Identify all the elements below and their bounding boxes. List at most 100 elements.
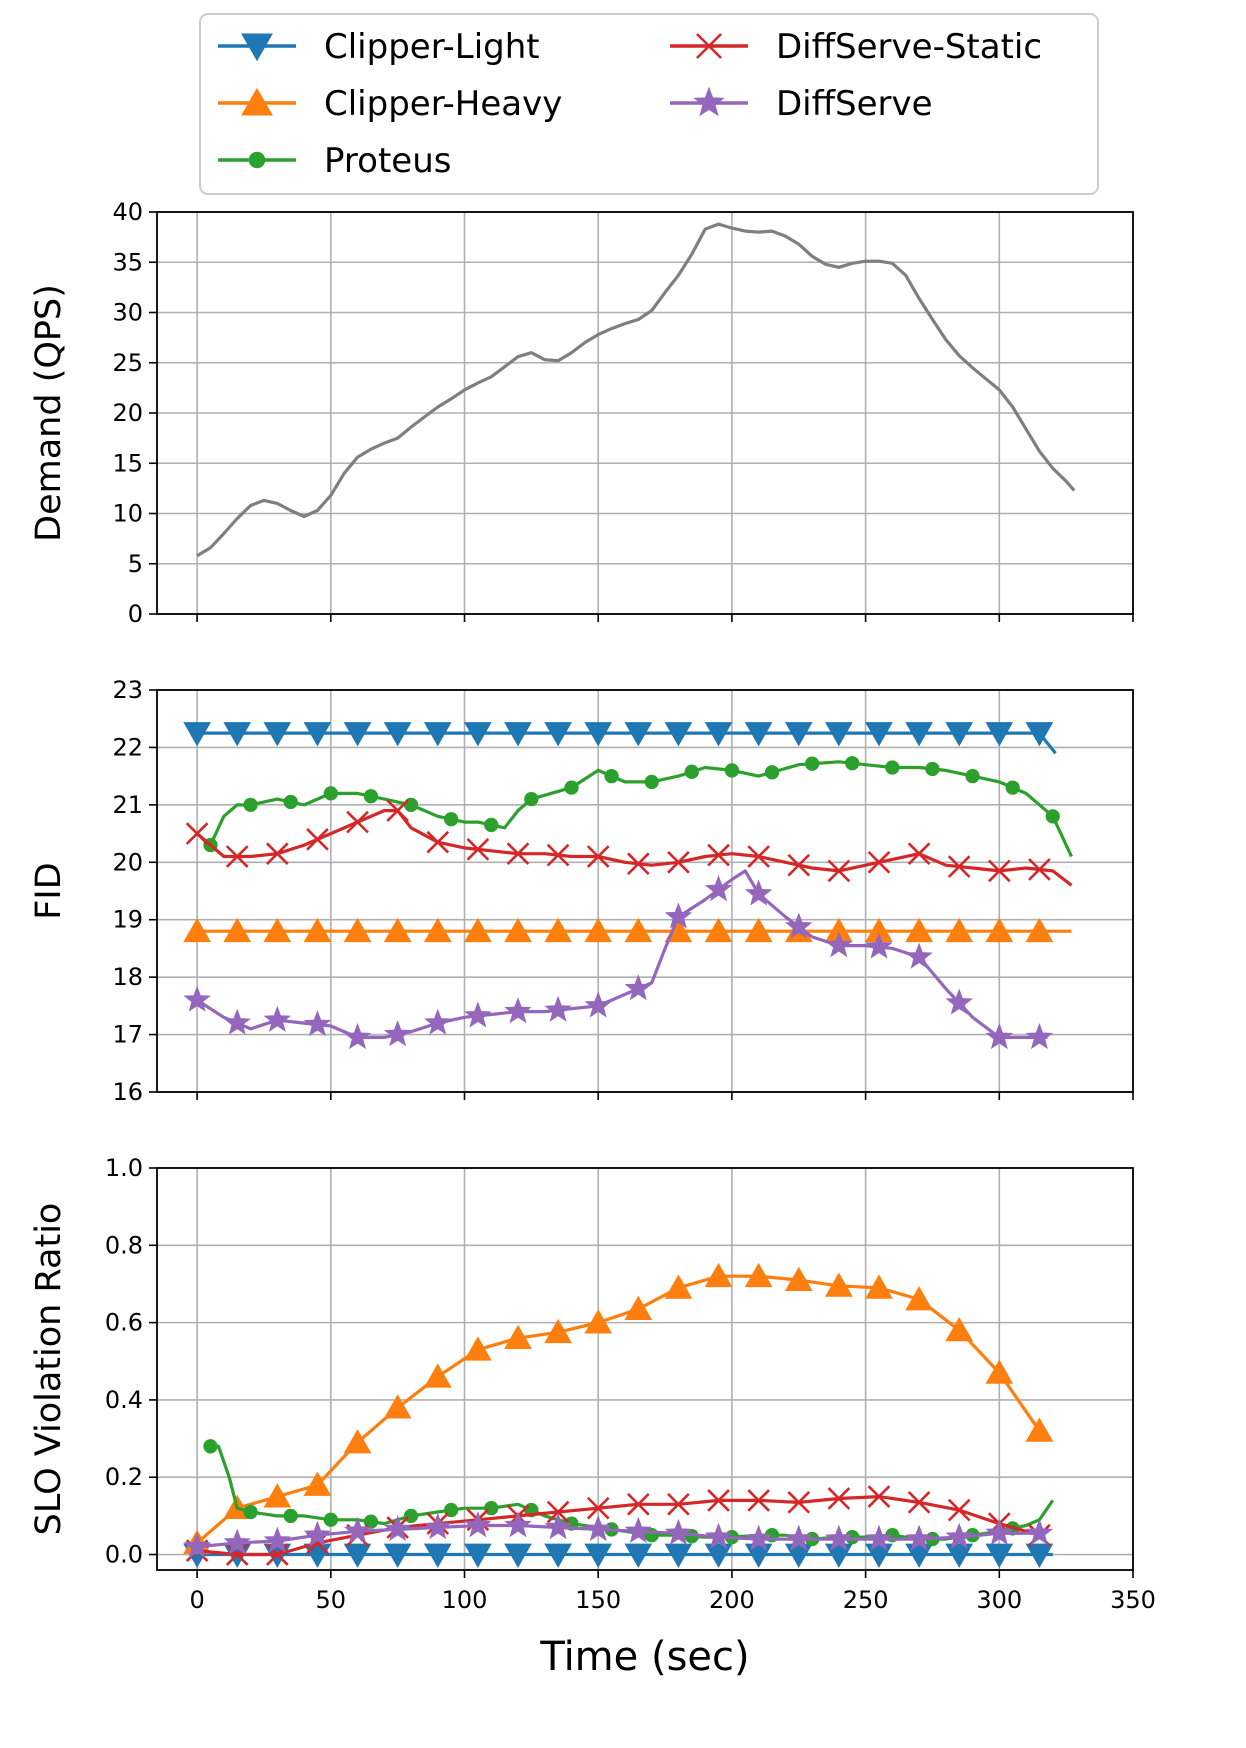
data-point-clipper-heavy — [1025, 1417, 1054, 1442]
series-line-proteus — [210, 1444, 1055, 1541]
data-point-diffserve — [664, 1518, 693, 1545]
data-point-clipper-heavy — [464, 1336, 492, 1361]
data-point-diffserve — [785, 912, 813, 939]
legend-marker — [696, 33, 722, 59]
data-point-clipper-heavy — [383, 917, 412, 943]
data-point-diffserve — [424, 1513, 452, 1540]
data-point-diffserve-static — [626, 1492, 650, 1516]
y-tick-label: 0.6 — [105, 1309, 143, 1337]
data-point-clipper-light — [624, 1543, 653, 1568]
data-point-diffserve-static — [346, 810, 369, 834]
series-group — [196, 222, 1076, 558]
data-point-clipper-light — [343, 722, 372, 747]
data-point-diffserve — [825, 1524, 853, 1551]
series-line-proteus — [209, 760, 1073, 858]
data-point-clipper-heavy — [544, 1318, 572, 1344]
series-clipper-heavy — [183, 1262, 1054, 1554]
y-axis-label: SLO Violation Ratio — [29, 1203, 69, 1536]
y-tick-label: 30 — [112, 299, 143, 327]
legend-frame — [199, 13, 1099, 195]
data-point-clipper-heavy — [584, 1309, 613, 1334]
data-point-clipper-light — [423, 722, 452, 747]
data-point-diffserve-static — [586, 845, 610, 868]
data-point-diffserve — [303, 1010, 332, 1037]
y-axis-label: Demand (QPS) — [29, 284, 69, 542]
data-point-clipper-light — [544, 1543, 572, 1568]
data-point-proteus — [323, 1512, 338, 1527]
data-point-clipper-light — [865, 722, 893, 747]
data-point-clipper-heavy — [343, 1429, 372, 1454]
data-point-diffserve — [985, 1023, 1014, 1050]
y-tick-label: 15 — [112, 449, 143, 477]
data-point-clipper-light — [383, 1543, 412, 1568]
axes-frame — [156, 689, 1134, 1093]
y-tick-label: 25 — [112, 349, 143, 377]
legend-marker — [693, 86, 725, 117]
legend-label: Clipper-Heavy — [324, 84, 562, 124]
data-point-proteus — [965, 768, 980, 784]
data-point-diffserve — [424, 1008, 452, 1035]
series-diffserve — [183, 869, 1054, 1050]
data-point-diffserve — [664, 902, 693, 929]
data-point-diffserve-static — [386, 799, 409, 822]
legend-label: Clipper-Light — [324, 27, 540, 67]
data-point-proteus — [443, 812, 459, 827]
data-point-diffserve — [223, 1528, 251, 1555]
y-ticks: 16 17 18 19 20 21 22 23 — [112, 676, 157, 1106]
data-point-diffserve — [303, 1520, 332, 1547]
data-point-clipper-heavy — [423, 917, 452, 943]
data-point-clipper-light — [664, 1543, 693, 1568]
data-point-clipper-light — [985, 722, 1014, 747]
legend-marker — [241, 33, 273, 62]
data-point-diffserve — [865, 1524, 893, 1551]
data-point-diffserve — [744, 879, 773, 906]
data-point-diffserve — [744, 1524, 773, 1551]
data-point-clipper-light — [704, 722, 733, 747]
data-point-diffserve — [704, 875, 733, 902]
y-tick-label: 0.2 — [105, 1463, 143, 1491]
legend-marker — [241, 87, 273, 116]
data-point-clipper-light — [584, 1543, 613, 1568]
legend-item-proteus: Proteus — [218, 141, 451, 181]
x-ticks — [196, 1092, 1134, 1100]
data-point-proteus — [604, 768, 619, 784]
data-point-proteus — [885, 760, 900, 775]
series-line-demand — [196, 222, 1076, 558]
data-point-diffserve — [624, 1516, 653, 1544]
data-point-diffserve — [905, 1524, 933, 1551]
data-point-diffserve — [343, 1023, 372, 1050]
data-point-proteus — [644, 774, 659, 790]
series-line-clipper-light — [197, 731, 1057, 755]
y-tick-label: 40 — [112, 198, 143, 226]
data-point-proteus — [564, 780, 579, 795]
series-diffserve-static — [185, 799, 1073, 887]
data-point-proteus — [243, 1504, 258, 1520]
data-point-proteus — [363, 789, 379, 804]
data-point-clipper-light — [423, 1543, 452, 1568]
data-point-clipper-light — [263, 722, 292, 747]
data-point-diffserve-static — [907, 1491, 931, 1514]
data-point-proteus — [283, 794, 298, 810]
data-point-clipper-heavy — [544, 917, 572, 943]
data-point-diffserve — [544, 1513, 572, 1540]
data-point-clipper-heavy — [865, 1274, 893, 1299]
data-point-clipper-heavy — [464, 917, 492, 943]
data-point-proteus — [684, 1529, 699, 1544]
x-tick-label: 300 — [976, 1586, 1022, 1614]
y-tick-label: 18 — [112, 963, 143, 991]
data-point-clipper-heavy — [825, 1272, 853, 1297]
data-point-clipper-light — [704, 1543, 733, 1568]
data-point-clipper-light — [945, 1543, 974, 1568]
data-point-clipper-light — [343, 1543, 372, 1568]
data-point-clipper-heavy — [905, 917, 933, 943]
y-tick-label: 0.8 — [105, 1231, 143, 1259]
data-point-diffserve — [504, 997, 532, 1024]
x-tick-label: 100 — [442, 1586, 488, 1614]
data-point-clipper-heavy — [784, 1266, 813, 1291]
series-clipper-light — [183, 722, 1057, 755]
data-point-clipper-heavy — [744, 917, 773, 943]
data-point-clipper-light — [985, 1543, 1014, 1568]
data-point-clipper-heavy — [183, 917, 211, 943]
y-tick-label: 10 — [112, 500, 143, 528]
